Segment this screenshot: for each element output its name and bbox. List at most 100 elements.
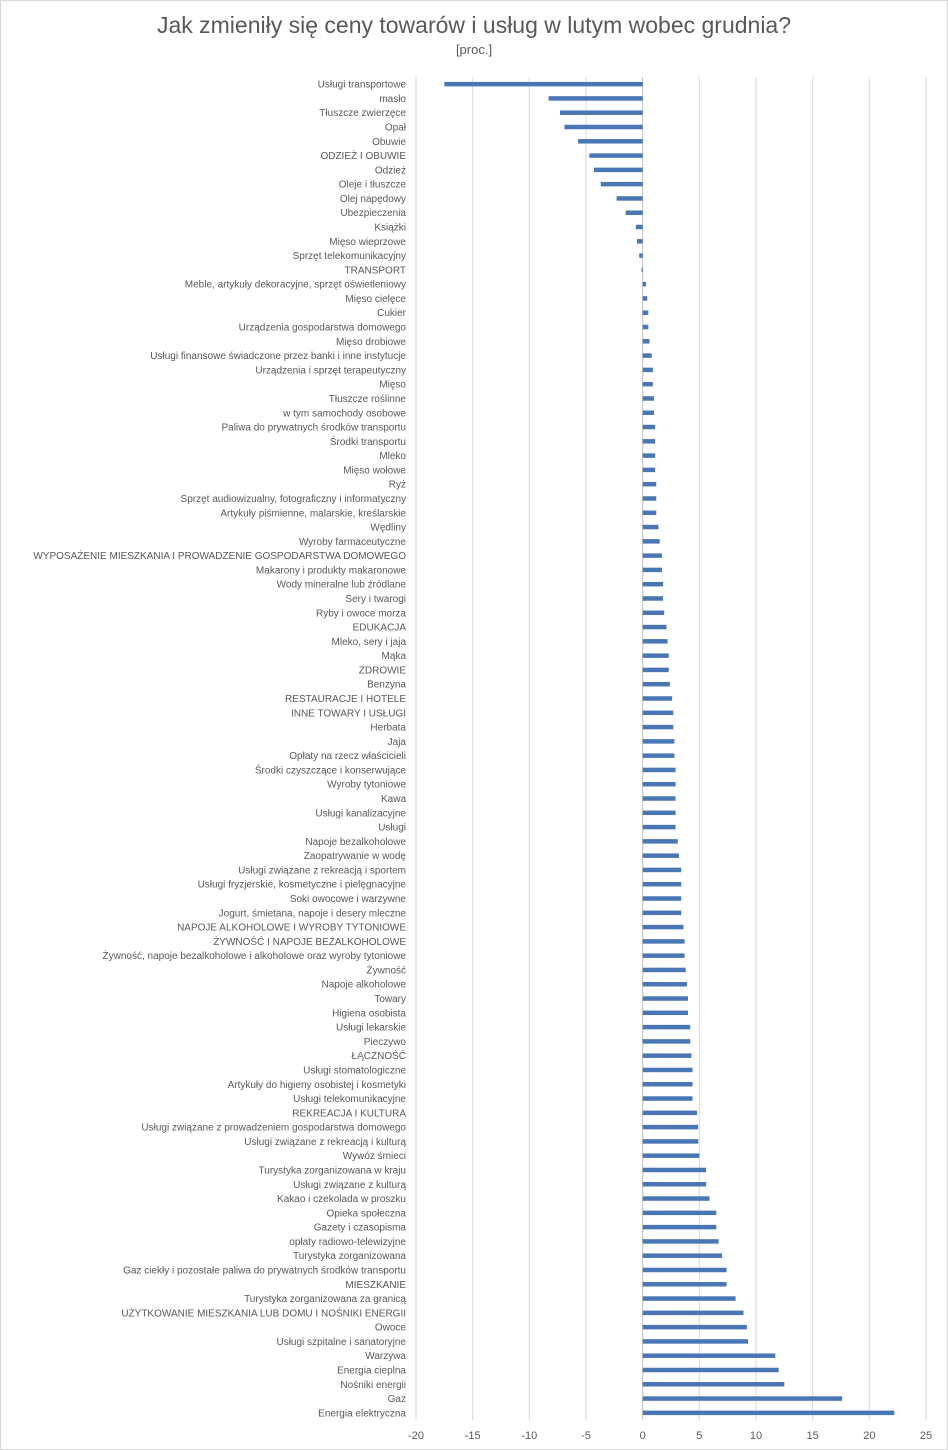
category-label: WYPOSAŻENIE MIESZKANIA I PROWADZENIE GOS… bbox=[33, 549, 406, 562]
category-label: Wędliny bbox=[370, 523, 406, 534]
category-label: RESTAURACJE I HOTELE bbox=[285, 694, 406, 705]
category-label: Pieczywo bbox=[364, 1037, 407, 1048]
bar bbox=[642, 681, 670, 687]
bar bbox=[642, 353, 652, 358]
bar bbox=[642, 524, 659, 530]
bar bbox=[642, 310, 649, 315]
category-label: Żywność, napoje bezalkoholowe i alkoholo… bbox=[103, 949, 407, 962]
category-label: ŁĄCZNOŚĆ bbox=[352, 1049, 406, 1062]
bar bbox=[642, 1167, 707, 1173]
bar bbox=[642, 539, 660, 544]
category-label: Opieka społeczna bbox=[327, 1208, 407, 1219]
category-label: Napoje alkoholowe bbox=[321, 980, 406, 991]
bar bbox=[642, 1082, 693, 1087]
bar bbox=[642, 1310, 744, 1316]
bar bbox=[642, 339, 650, 344]
bar bbox=[642, 1339, 749, 1344]
bar bbox=[642, 724, 674, 730]
category-label: Sprzęt audiowizualny, fotograficzny i in… bbox=[181, 494, 406, 505]
category-label: Książki bbox=[374, 223, 406, 234]
category-label: Artykuły do higieny osobistej i kosmetyk… bbox=[228, 1080, 406, 1091]
bar bbox=[642, 496, 657, 501]
bar bbox=[642, 739, 675, 744]
bar bbox=[578, 139, 643, 144]
bar bbox=[642, 553, 662, 558]
category-label: Oleje i tłuszcze bbox=[339, 180, 407, 191]
category-label: INNE TOWARY I USŁUGI bbox=[291, 708, 406, 719]
category-label: Wyroby tytoniowe bbox=[327, 780, 406, 791]
bar bbox=[444, 81, 643, 87]
bar bbox=[642, 281, 647, 287]
bar bbox=[642, 1239, 719, 1244]
category-label: Usługi związane z kulturą bbox=[293, 1180, 406, 1191]
x-tick-label: 15 bbox=[807, 1430, 819, 1442]
category-label: EDUKACJA bbox=[353, 623, 407, 634]
bar bbox=[641, 267, 643, 273]
category-label: Usługi lekarskie bbox=[336, 1023, 406, 1034]
category-label: ŻYWNOŚĆ I NAPOJE BEZALKOHOLOWE bbox=[213, 935, 406, 948]
bar bbox=[642, 1039, 691, 1044]
category-label: TRANSPORT bbox=[345, 265, 407, 276]
chart-title: Jak zmieniły się ceny towarów i usług w … bbox=[156, 12, 792, 38]
category-label: Obuwie bbox=[372, 137, 406, 148]
bar bbox=[642, 910, 682, 916]
category-label: Turystyka zorganizowana za granicą bbox=[244, 1294, 406, 1305]
bar bbox=[642, 296, 648, 301]
category-label: Żywność bbox=[367, 963, 406, 976]
bar bbox=[637, 239, 643, 244]
bar bbox=[642, 1153, 700, 1158]
bar bbox=[642, 1353, 776, 1358]
x-tick-label: -10 bbox=[521, 1430, 537, 1442]
category-label: MIESZKANIE bbox=[345, 1280, 406, 1291]
category-labels: Usługi transportowe masło Tłuszcze zwierzę… bbox=[33, 80, 406, 1420]
bar bbox=[642, 453, 656, 458]
x-tick-label: -5 bbox=[581, 1430, 591, 1442]
category-label: Urządzenia i sprzęt terapeutyczny bbox=[255, 365, 406, 376]
category-label: NAPOJE ALKOHOLOWE I WYROBY TYTONIOWE bbox=[177, 923, 406, 934]
bar bbox=[642, 1224, 717, 1230]
bar bbox=[635, 224, 643, 230]
category-label: Usługi bbox=[378, 823, 406, 834]
category-label: Mąka bbox=[382, 651, 407, 662]
category-label: Opłaty na rzecz właścicieli bbox=[289, 751, 406, 762]
category-label: Sprzęt telekomunikacyjny bbox=[293, 251, 406, 262]
bar bbox=[642, 853, 679, 858]
x-tick-label: -15 bbox=[465, 1430, 481, 1442]
bar bbox=[642, 1124, 699, 1130]
category-label: Tłuszcze roślinne bbox=[329, 394, 407, 405]
category-label: Kakao i czekolada w proszku bbox=[277, 1194, 406, 1205]
bar bbox=[600, 181, 643, 187]
category-label: Herbata bbox=[370, 723, 406, 734]
category-label: Usługi kanalizacyjne bbox=[315, 808, 406, 819]
bar bbox=[642, 710, 674, 716]
category-label: Urządzenia gospodarstwa domowego bbox=[239, 323, 407, 334]
bar bbox=[616, 196, 643, 201]
x-tick-label: 0 bbox=[640, 1430, 646, 1442]
category-label: Warzywa bbox=[365, 1351, 406, 1362]
category-label: Środki transportu bbox=[330, 435, 406, 448]
bar bbox=[642, 824, 676, 830]
category-label: Usługi związane z prowadzeniem gospodars… bbox=[141, 1123, 406, 1134]
category-label: Usługi telekomunikacyjne bbox=[293, 1094, 406, 1105]
bar bbox=[589, 153, 643, 158]
category-label: Ubezpieczenia bbox=[340, 208, 406, 219]
category-label: Gaz bbox=[388, 1394, 406, 1405]
category-label: Gazety i czasopisma bbox=[314, 1223, 407, 1234]
category-label: Usługi związane z rekreacją i kulturą bbox=[244, 1137, 406, 1148]
category-label: Benzyna bbox=[367, 680, 406, 691]
bar bbox=[642, 939, 685, 944]
bar bbox=[642, 581, 664, 587]
bar bbox=[642, 410, 654, 415]
category-label: Nośniki energii bbox=[340, 1380, 406, 1391]
bar bbox=[642, 1024, 691, 1030]
bar bbox=[642, 1367, 779, 1373]
bar bbox=[564, 124, 643, 130]
category-label: ZDROWIE bbox=[359, 665, 407, 676]
bar bbox=[642, 567, 662, 573]
category-label: Meble, artykuły dekoracyjne, sprzęt oświ… bbox=[185, 280, 406, 291]
category-label: Turystyka zorganizowana w kraju bbox=[259, 1165, 406, 1176]
category-label: Wywóz śmieci bbox=[343, 1151, 406, 1162]
category-label: Ryż bbox=[389, 480, 406, 491]
bar bbox=[642, 439, 656, 444]
